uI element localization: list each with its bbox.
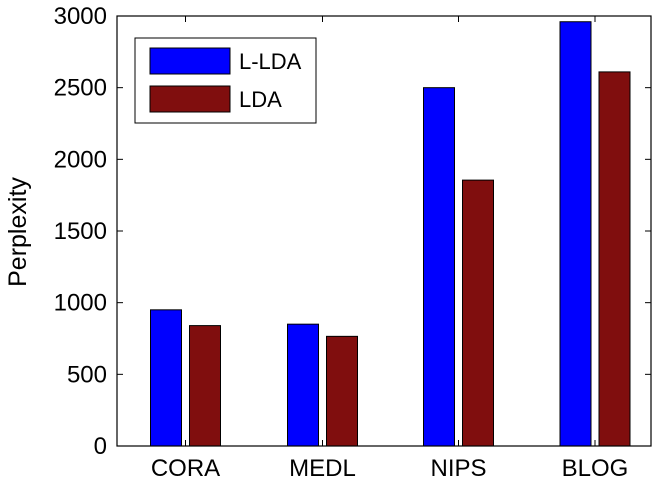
bar-lda-cora: [189, 325, 221, 447]
bar-lda-blog: [598, 71, 631, 447]
axes-group: 0 500 1000 1500 2000 2500 3000 CORA MEDL NIPS BLOG: [54, 3, 652, 482]
x-tick-label-cora: CORA: [151, 455, 220, 482]
y-tick-label-1500: 1500: [54, 218, 107, 245]
x-tick-label-nips: NIPS: [430, 455, 486, 482]
y-tick-label-0: 0: [94, 433, 107, 460]
bar-lda-medl: [326, 335, 358, 447]
legend: L-LDA LDA: [134, 37, 317, 124]
y-tick-label-3000: 3000: [54, 3, 107, 30]
x-tick-label-medl: MEDL: [289, 455, 356, 482]
y-tick-label-2000: 2000: [54, 146, 107, 173]
bar-l-lda-medl: [287, 323, 319, 447]
y-tick-label-2500: 2500: [54, 75, 107, 102]
legend-swatch-l-lda: [149, 47, 231, 75]
bars-group: [150, 21, 631, 447]
bar-l-lda-cora: [150, 309, 182, 447]
y-tick-label-1000: 1000: [54, 290, 107, 317]
y-tick-label-500: 500: [67, 361, 107, 388]
bar-l-lda-blog: [559, 21, 592, 447]
y-axis-title: Perplexity: [4, 177, 32, 287]
x-tick-label-blog: BLOG: [562, 455, 629, 482]
legend-swatch-lda: [149, 85, 231, 113]
bar-l-lda-nips: [423, 87, 455, 447]
bar-lda-nips: [462, 179, 494, 447]
legend-label-lda: LDA: [239, 87, 282, 112]
legend-label-l-lda: L-LDA: [239, 49, 302, 74]
